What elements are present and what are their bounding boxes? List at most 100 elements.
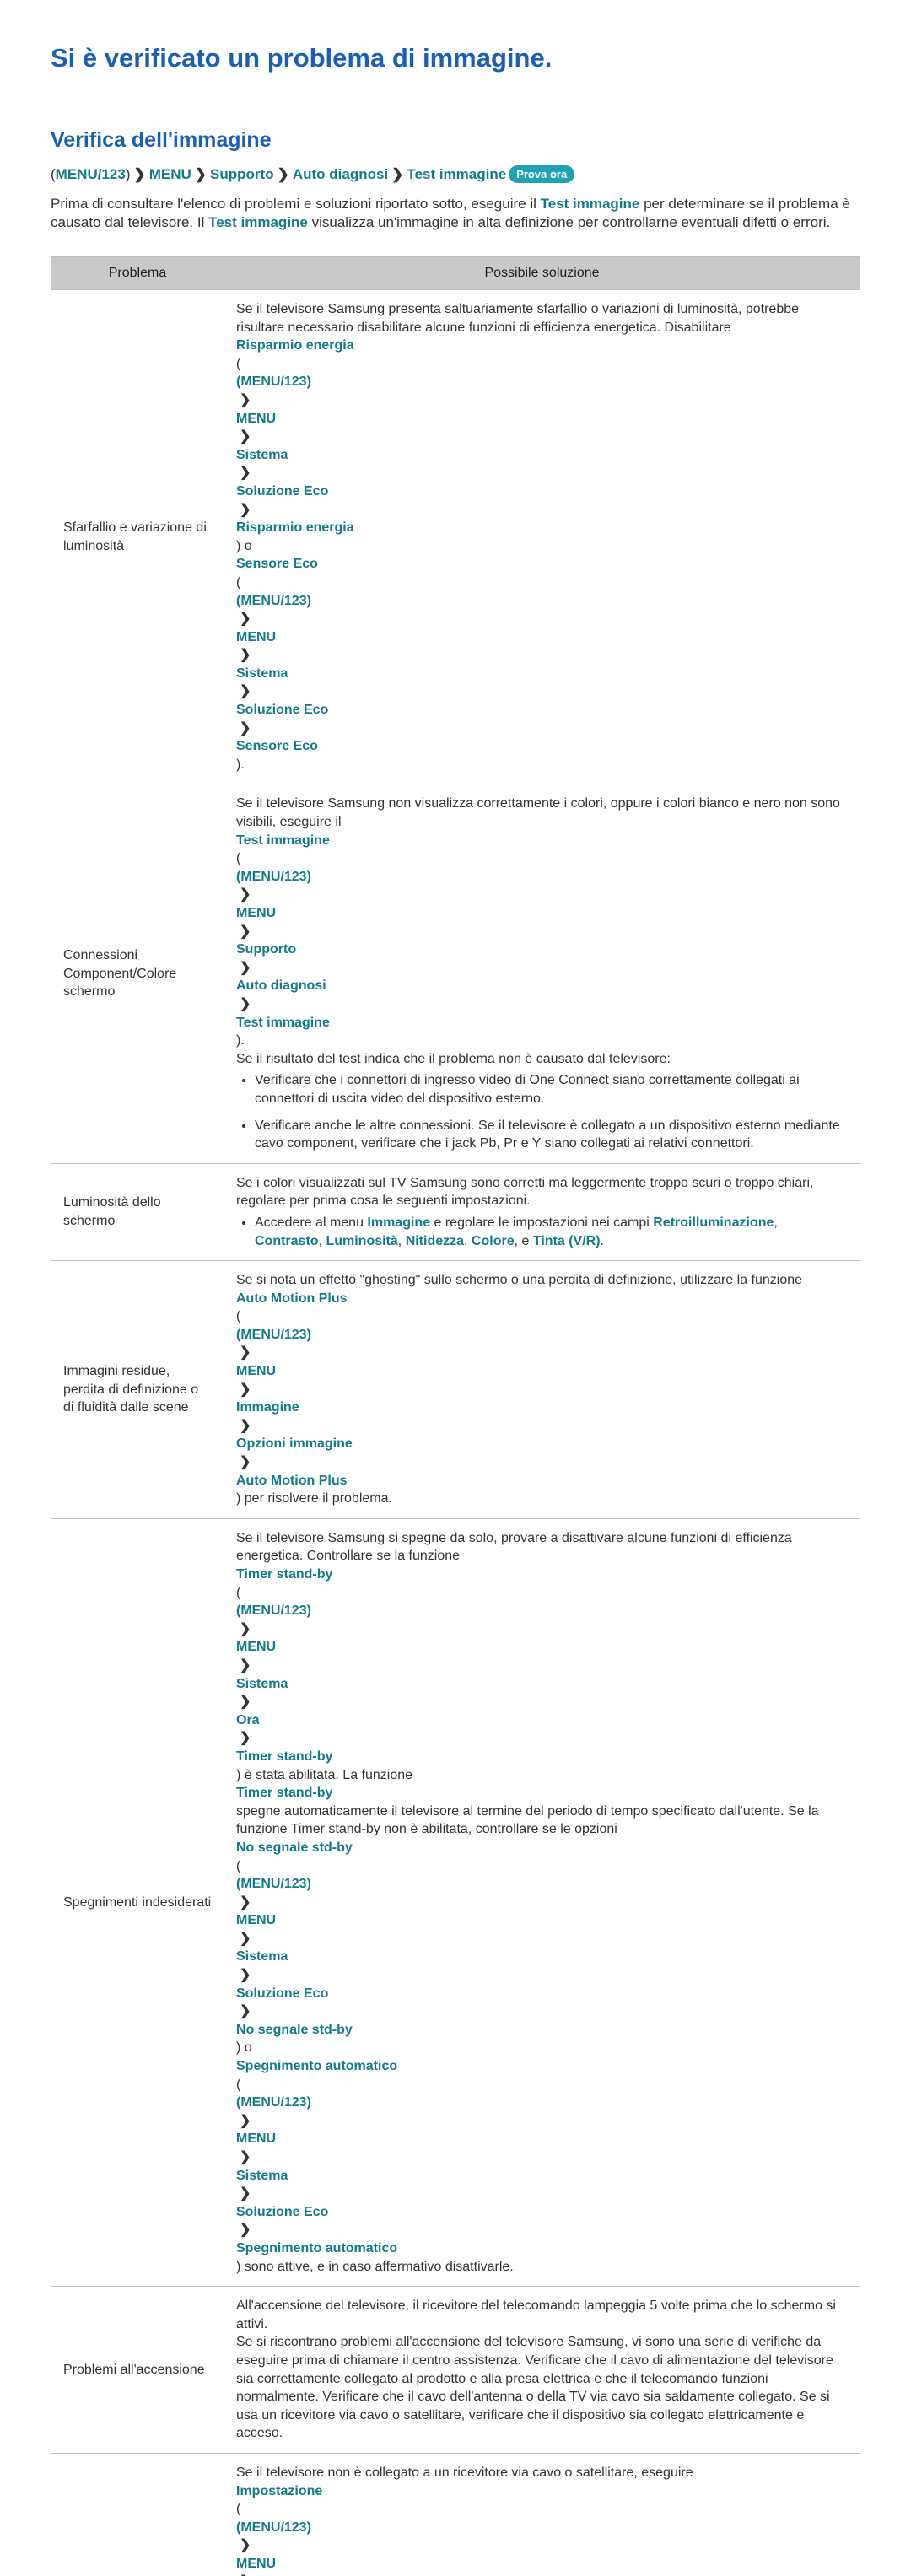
menu-path-step[interactable]: Auto diagnosi xyxy=(236,977,848,995)
chevron-right-icon: ❯ xyxy=(236,1966,848,1985)
intro-paragraph: Prima di consultare l'elenco di problemi… xyxy=(51,195,860,234)
chevron-right-icon: ❯ xyxy=(130,166,148,182)
table-row: Spegnimenti indesideratiSe il televisore… xyxy=(51,1518,860,2286)
chevron-right-icon: ❯ xyxy=(236,646,848,665)
troubleshooting-table: Problema Possibile soluzione Sfarfallio … xyxy=(51,256,860,2576)
problem-cell: Spegnimenti indesiderati xyxy=(51,1518,224,2286)
menu-path-step[interactable]: Test immagine xyxy=(236,1014,848,1032)
menu-link[interactable]: Spegnimento automatico xyxy=(236,2057,848,2076)
chevron-right-icon: ❯ xyxy=(236,428,848,446)
menu-link[interactable]: Immagine xyxy=(367,1215,430,1230)
menu-path-step[interactable]: Sistema xyxy=(236,446,848,465)
menu-path-step[interactable]: MENU xyxy=(236,904,848,923)
table-row: Problemi all'accensioneAll'accensione de… xyxy=(51,2287,860,2454)
try-now-badge[interactable]: Prova ora xyxy=(509,165,574,184)
chevron-right-icon: ❯ xyxy=(236,2573,848,2576)
menu-link[interactable]: Retroilluminazione xyxy=(653,1215,774,1230)
chevron-right-icon: ❯ xyxy=(236,464,848,482)
menu-path-step[interactable]: (MENU/123) xyxy=(236,1602,848,1620)
chevron-right-icon: ❯ xyxy=(236,610,848,628)
menu-link[interactable]: Luminosità xyxy=(326,1234,397,1248)
test-image-link[interactable]: Test immagine xyxy=(208,214,308,230)
chevron-right-icon: ❯ xyxy=(236,1729,848,1748)
chevron-right-icon: ❯ xyxy=(236,1930,848,1948)
menu-path-step[interactable]: (MENU/123) xyxy=(236,592,848,611)
table-row: Connessioni Component/Colore schermoSe i… xyxy=(51,784,860,1163)
menu-path-step[interactable]: Soluzione Eco xyxy=(236,1985,848,2003)
chevron-right-icon: ❯ xyxy=(388,166,407,182)
menu-path-step[interactable]: Sistema xyxy=(236,665,848,683)
chevron-right-icon: ❯ xyxy=(236,1417,848,1436)
menu-link[interactable]: Timer stand-by xyxy=(236,1566,848,1584)
menu-path-step[interactable]: Sistema xyxy=(236,2167,848,2185)
menu-link[interactable]: Contrasto xyxy=(255,1234,319,1248)
problem-cell: Sfarfallio e variazione di luminosità xyxy=(51,290,224,784)
chevron-right-icon: ❯ xyxy=(236,501,848,520)
menu-path-step[interactable]: (MENU/123) xyxy=(236,2519,848,2537)
chevron-right-icon: ❯ xyxy=(236,1657,848,1675)
menu-path-step[interactable]: MENU xyxy=(236,1362,848,1381)
chevron-right-icon: ❯ xyxy=(236,391,848,410)
test-image-link[interactable]: Test immagine xyxy=(541,196,640,212)
menu-link[interactable]: Impostazione xyxy=(236,2482,848,2501)
menu-link[interactable]: Colore xyxy=(472,1234,515,1248)
menu-path-step[interactable]: Immagine xyxy=(236,1398,848,1417)
menu-path-step[interactable]: Ora xyxy=(236,1711,848,1730)
menu-path-step[interactable]: (MENU/123) xyxy=(236,2094,848,2112)
menu-path-step[interactable]: Auto Motion Plus xyxy=(236,1472,848,1490)
menu-link[interactable]: No segnale std-by xyxy=(236,1839,848,1857)
chevron-right-icon: ❯ xyxy=(236,1693,848,1711)
menu-path-step[interactable]: MENU xyxy=(236,2130,848,2148)
menu-path-step[interactable]: Timer stand-by xyxy=(236,1748,848,1766)
problem-cell: Immagini residue, perdita di definizione… xyxy=(51,1261,224,1519)
nav-step[interactable]: Supporto xyxy=(210,166,274,182)
nav-step[interactable]: Test immagine xyxy=(407,166,506,182)
list-item: Verificare anche le altre connessioni. S… xyxy=(255,1117,848,1153)
table-row: Immagini residue, perdita di definizione… xyxy=(51,1261,860,1519)
chevron-right-icon: ❯ xyxy=(236,1344,848,1362)
problem-cell: Problemi all'accensione xyxy=(51,2287,224,2454)
menu-path-step[interactable]: MENU xyxy=(236,410,848,428)
table-row: Impossibile trovare un canaleSe il telev… xyxy=(51,2453,860,2576)
menu-path-step[interactable]: Sistema xyxy=(236,1948,848,1966)
menu-path-step[interactable]: MENU xyxy=(236,1911,848,1930)
menu-path-step[interactable]: (MENU/123) xyxy=(236,868,848,887)
solution-cell: All'accensione del televisore, il ricevi… xyxy=(224,2287,860,2454)
menu-link[interactable]: Tinta (V/R) xyxy=(533,1234,601,1248)
menu-path-step[interactable]: (MENU/123) xyxy=(236,1326,848,1345)
nav-step[interactable]: MENU/123 xyxy=(56,166,126,182)
nav-step[interactable]: Auto diagnosi xyxy=(293,166,388,182)
menu-path-step[interactable]: (MENU/123) xyxy=(236,1875,848,1894)
col-header-solution: Possibile soluzione xyxy=(224,257,860,290)
menu-path-step[interactable]: Soluzione Eco xyxy=(236,701,848,719)
nav-step[interactable]: MENU xyxy=(149,166,191,182)
menu-link[interactable]: Sensore Eco xyxy=(236,555,848,574)
menu-link[interactable]: Test immagine xyxy=(236,832,848,850)
chevron-right-icon: ❯ xyxy=(236,886,848,904)
menu-path-step[interactable]: Opzioni immagine xyxy=(236,1435,848,1453)
menu-path-step[interactable]: MENU xyxy=(236,628,848,647)
menu-link[interactable]: Risparmio energia xyxy=(236,337,848,355)
menu-path-step[interactable]: MENU xyxy=(236,2555,848,2573)
menu-path-step[interactable]: (MENU/123) xyxy=(236,373,848,391)
chevron-right-icon: ❯ xyxy=(236,1620,848,1639)
chevron-right-icon: ❯ xyxy=(236,1381,848,1399)
menu-path-step[interactable]: Sistema xyxy=(236,1675,848,1694)
menu-path-step[interactable]: Spegnimento automatico xyxy=(236,2239,848,2258)
menu-path-step[interactable]: Supporto xyxy=(236,940,848,959)
menu-path-step[interactable]: Risparmio energia xyxy=(236,519,848,537)
solution-cell: Se si nota un effetto "ghosting" sullo s… xyxy=(224,1261,860,1519)
solution-cell: Se il televisore Samsung non visualizza … xyxy=(224,784,860,1163)
chevron-right-icon: ❯ xyxy=(274,166,293,182)
menu-path-step[interactable]: Soluzione Eco xyxy=(236,2203,848,2222)
chevron-right-icon: ❯ xyxy=(236,2148,848,2167)
menu-path-step[interactable]: Sensore Eco xyxy=(236,737,848,756)
menu-path-step[interactable]: No segnale std-by xyxy=(236,2021,848,2040)
menu-path-step[interactable]: Soluzione Eco xyxy=(236,482,848,501)
menu-link[interactable]: Timer stand-by xyxy=(236,1784,848,1803)
chevron-right-icon: ❯ xyxy=(236,959,848,978)
menu-link[interactable]: Nitidezza xyxy=(406,1234,464,1248)
menu-path-step[interactable]: MENU xyxy=(236,1638,848,1657)
menu-link[interactable]: Auto Motion Plus xyxy=(236,1290,848,1308)
chevron-right-icon: ❯ xyxy=(191,166,210,182)
